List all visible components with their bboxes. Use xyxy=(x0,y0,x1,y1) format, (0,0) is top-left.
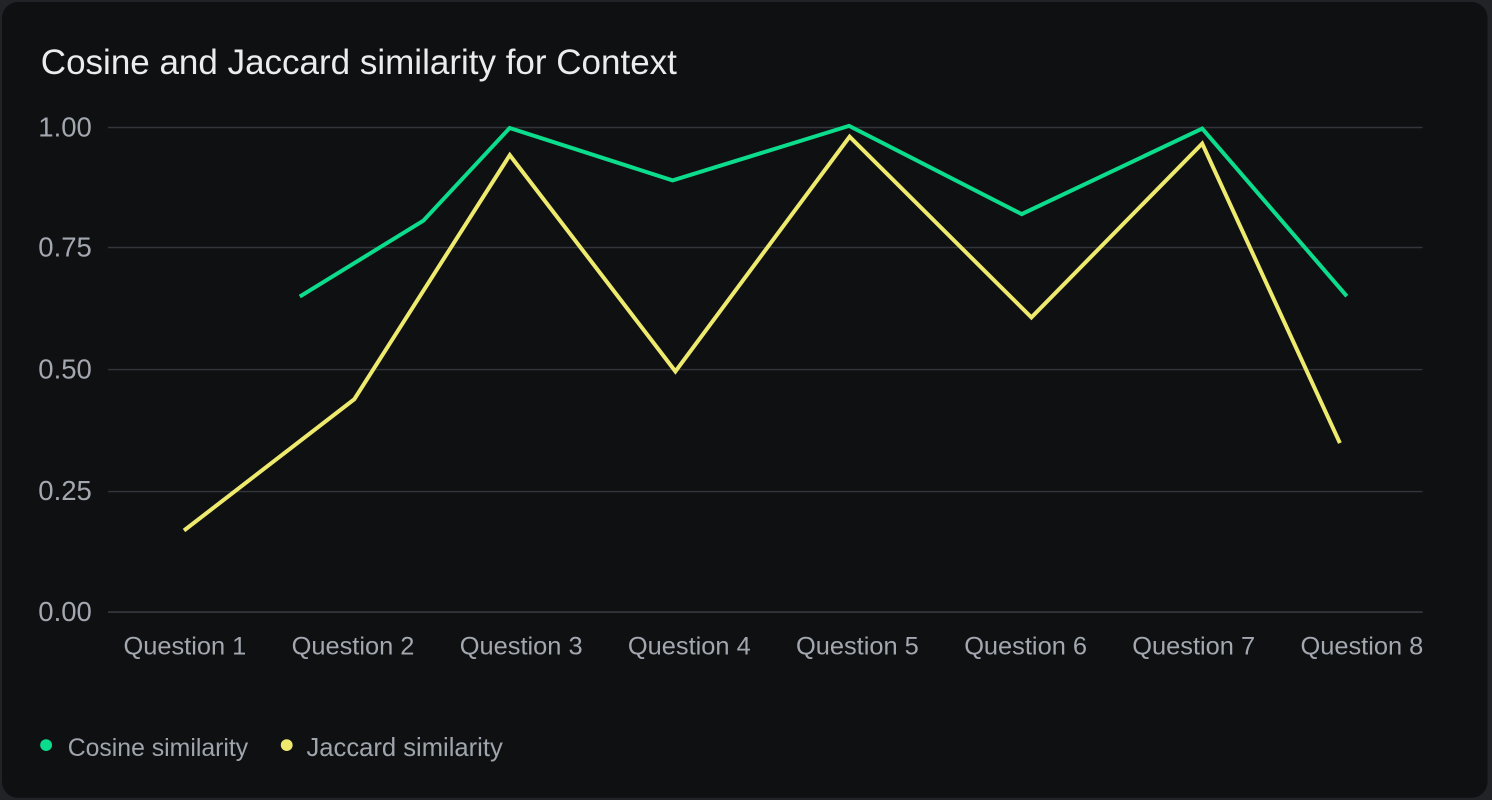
svg-text:Question 3: Question 3 xyxy=(460,633,583,661)
svg-text:Question 8: Question 8 xyxy=(1300,633,1423,661)
svg-text:Cosine similarity: Cosine similarity xyxy=(68,735,249,762)
svg-text:Question 2: Question 2 xyxy=(292,633,415,661)
svg-text:Question 1: Question 1 xyxy=(123,633,246,661)
svg-text:0.00: 0.00 xyxy=(38,596,92,627)
svg-text:0.75: 0.75 xyxy=(38,231,92,262)
svg-text:Question 4: Question 4 xyxy=(628,633,751,661)
svg-text:Jaccard similarity: Jaccard similarity xyxy=(307,734,503,762)
svg-text:Question 6: Question 6 xyxy=(964,633,1087,661)
svg-text:0.25: 0.25 xyxy=(38,475,92,506)
svg-text:Cosine and Jaccard similarity: Cosine and Jaccard similarity for Contex… xyxy=(41,43,677,82)
svg-text:0.50: 0.50 xyxy=(38,354,92,385)
svg-text:Question 7: Question 7 xyxy=(1132,633,1255,661)
svg-text:Question 5: Question 5 xyxy=(796,633,919,661)
svg-text:1.00: 1.00 xyxy=(38,111,92,142)
